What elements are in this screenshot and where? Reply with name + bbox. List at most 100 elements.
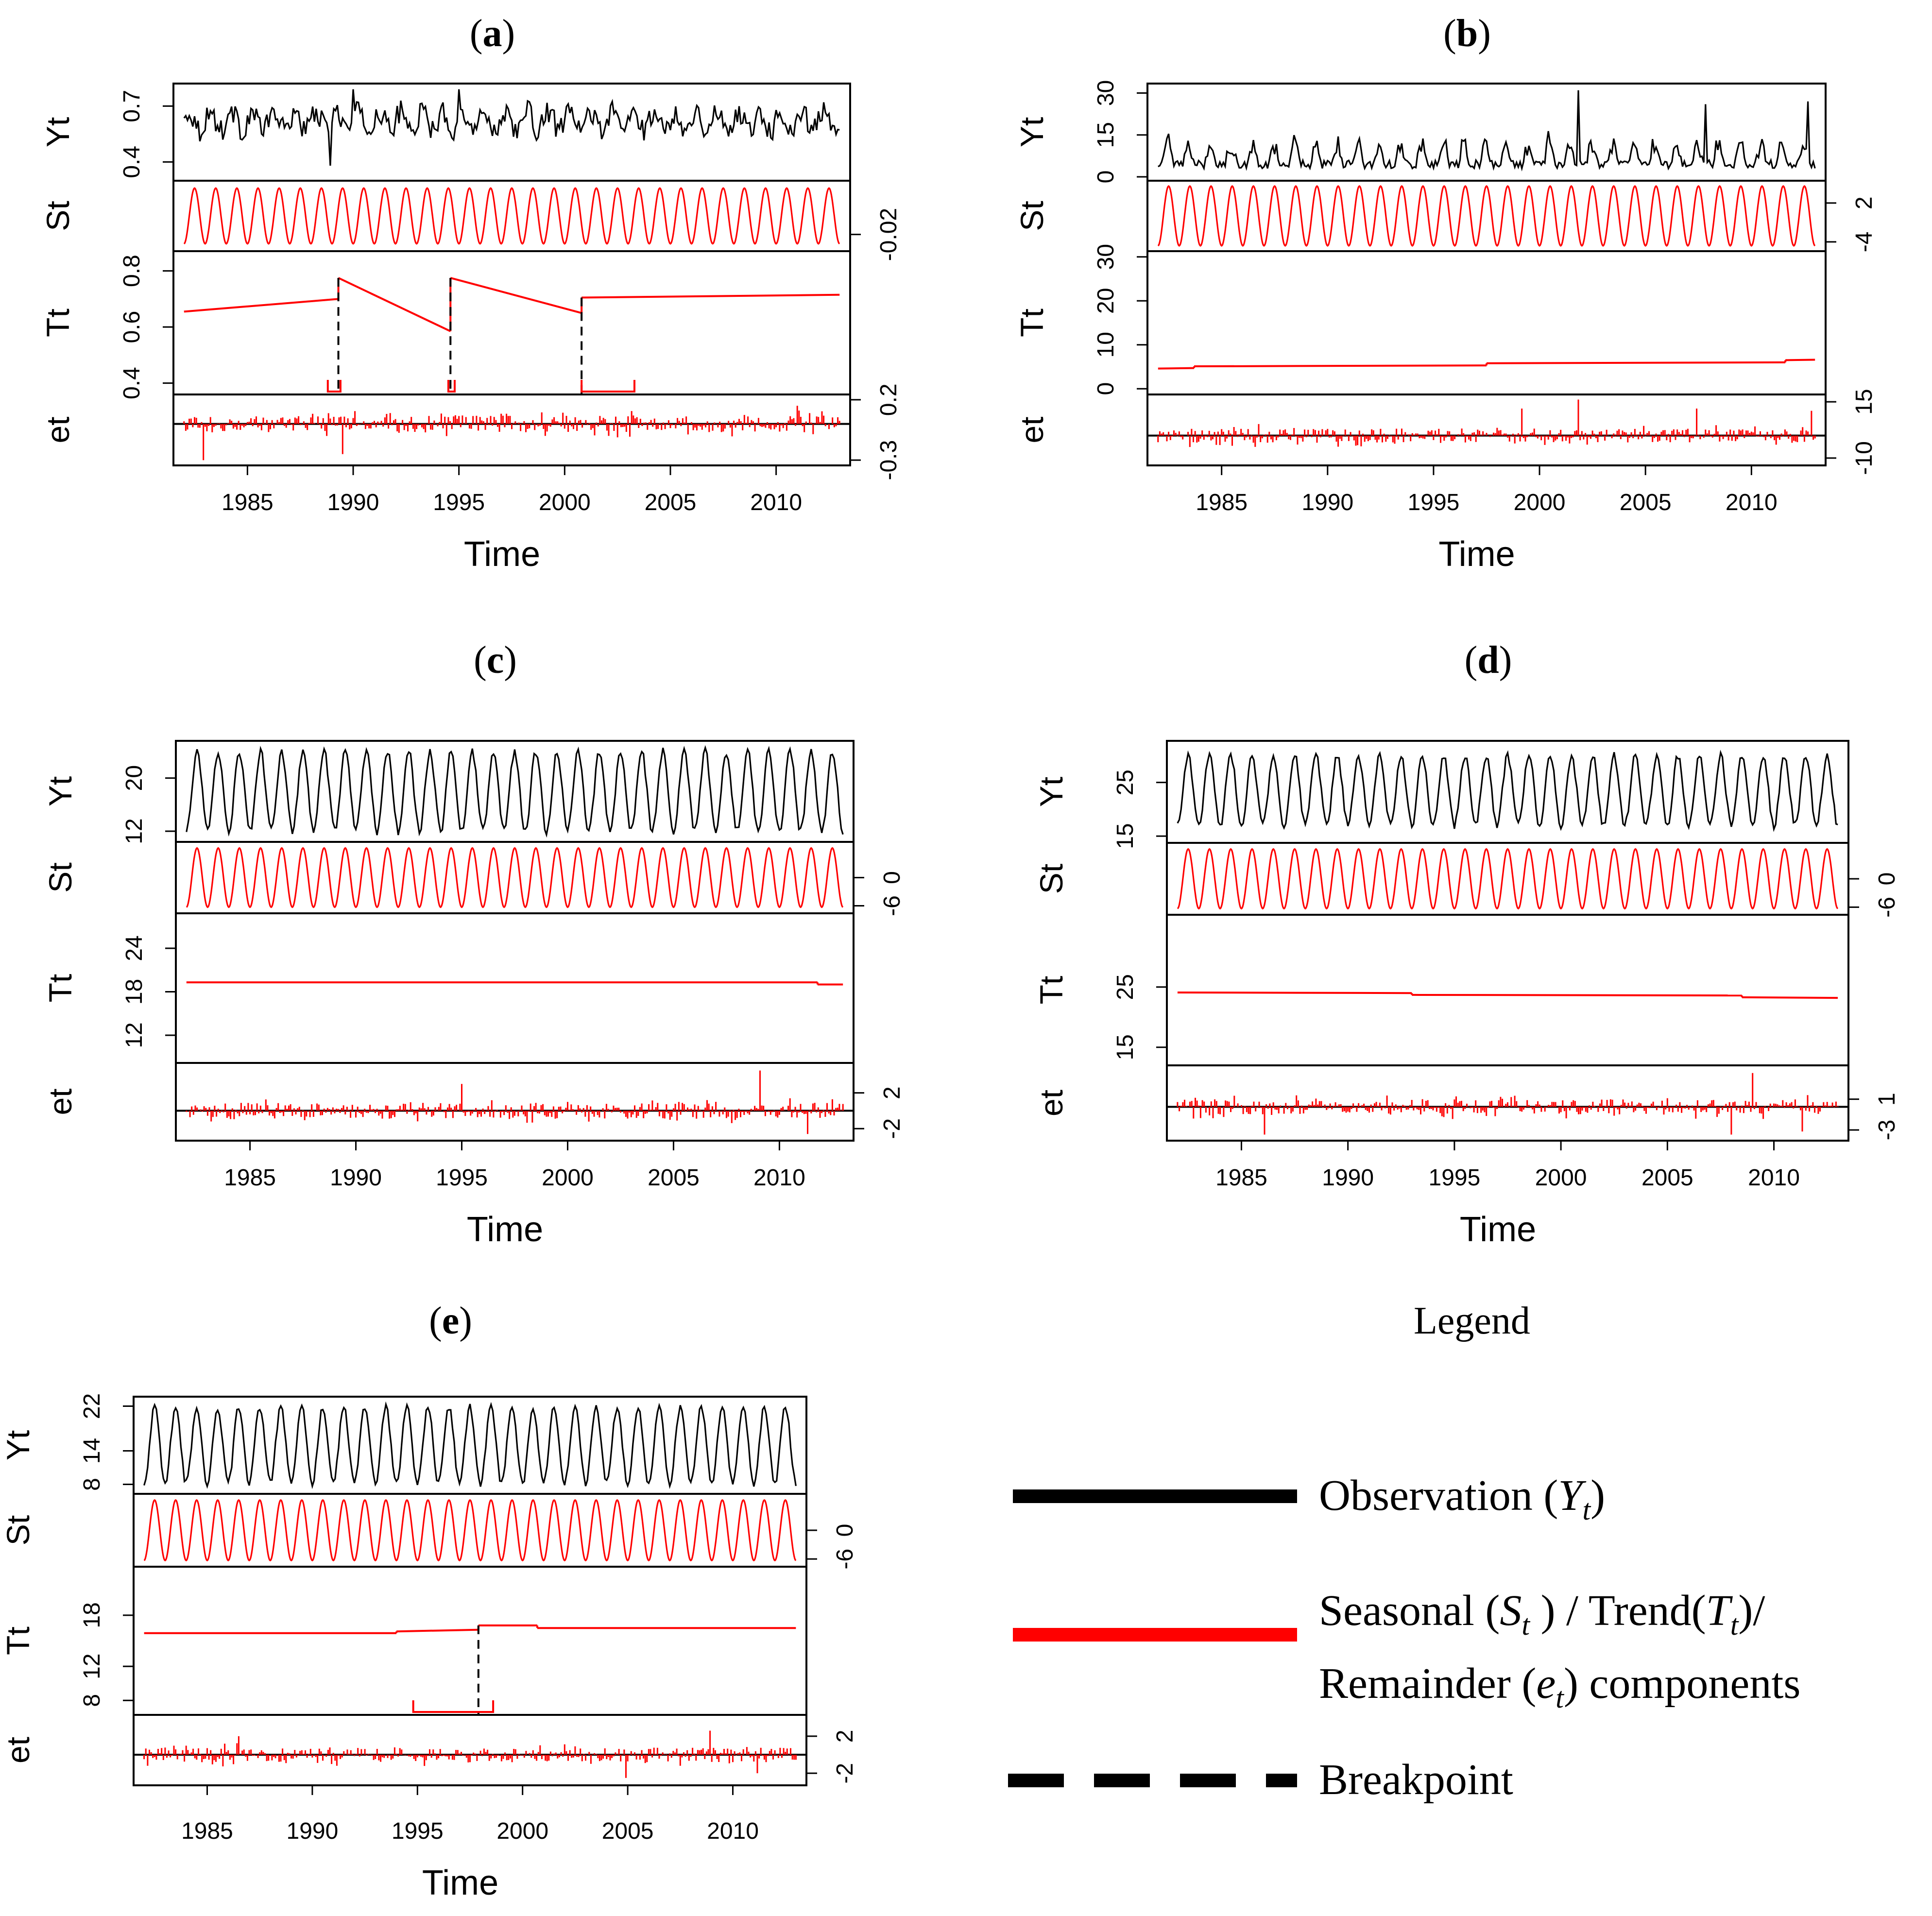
panel-e-et: et 2 -2 — [0, 1714, 858, 1783]
series-line-Yt — [143, 1401, 797, 1489]
series-line-St — [143, 1499, 797, 1562]
y-tick-label: 10 — [1093, 332, 1119, 358]
remainder-bars — [183, 406, 840, 461]
panel-label-Tt: Tt — [0, 1626, 36, 1655]
y-tick-label: 0 — [879, 871, 905, 884]
panel-d-Yt: Yt 15 25 — [1033, 750, 1838, 849]
x-tick-label: 1995 — [1429, 1165, 1481, 1191]
series-line-Yt — [1177, 750, 1838, 832]
y-tick-label: 8 — [79, 1478, 105, 1491]
x-tick-label: 1990 — [287, 1818, 339, 1844]
panel-c-Yt: Yt 12 20 — [42, 745, 844, 844]
chart-d: (d) Yt 15 25 St -6 0 Tt 15 25 et 1 -3 1985 1990 1995 200… — [1033, 639, 1900, 1249]
panel-e-Tt: Tt 8 12 18 — [0, 1566, 806, 1715]
x-tick-label: 2000 — [542, 1165, 594, 1191]
x-tick-label: 2000 — [1514, 490, 1566, 515]
x-tick-label: 1985 — [181, 1818, 233, 1844]
remainder-bars — [1177, 1073, 1839, 1135]
y-tick-label: 0 — [1093, 382, 1119, 395]
remainder-bars — [1157, 399, 1816, 447]
chart-frame-b — [1146, 83, 1827, 466]
x-tick-label: 1985 — [1196, 490, 1248, 515]
legend-title: Legend — [1414, 1300, 1530, 1342]
legend-component-line1: Seasonal (St ) / Trend(Tt)/ — [1319, 1587, 1765, 1641]
legend-observation-label: Observation (Yt) — [1319, 1471, 1605, 1526]
panel-label-et: et — [40, 416, 76, 443]
trend-segment — [1158, 367, 1194, 370]
panel-label-St: St — [0, 1515, 36, 1545]
trend-segment — [581, 293, 840, 299]
x-tick-label: 1995 — [392, 1818, 444, 1844]
y-tick-label: 30 — [1093, 80, 1119, 106]
chart-title-d: (d) — [1465, 639, 1512, 682]
y-tick-label: 0.4 — [119, 146, 145, 178]
trend-segment — [1742, 996, 1838, 999]
y-tick-label: 0 — [1093, 171, 1119, 184]
panel-label-Tt: Tt — [1014, 308, 1050, 337]
series-line-Yt — [183, 89, 840, 166]
y-tick-label: 0.4 — [119, 367, 145, 399]
x-axis-label: Time — [467, 1210, 543, 1249]
panel-label-Tt: Tt — [42, 974, 78, 1003]
panel-c-Tt: Tt 12 18 24 — [42, 912, 854, 1048]
charts-layer: (a) Yt 0.4 0.7 St -0.02 Tt 0.4 0.6 0.8 et 0.2 -0.3 19… — [0, 12, 1900, 1902]
panel-label-Yt: Yt — [0, 1430, 36, 1460]
trend-segment — [1486, 361, 1786, 364]
y-tick-label: -6 — [832, 1549, 858, 1570]
breakpoint-confidence-interval — [447, 380, 456, 393]
panel-label-Yt: Yt — [40, 117, 76, 147]
breakpoint-confidence-interval — [326, 380, 342, 393]
x-tick-label: 2000 — [1535, 1165, 1587, 1191]
x-tick-label: 2005 — [1641, 1165, 1693, 1191]
x-tick-label: 2005 — [645, 490, 697, 515]
x-tick-label: 2010 — [1748, 1165, 1800, 1191]
y-tick-label: 24 — [121, 935, 147, 961]
y-tick-label: 25 — [1112, 974, 1138, 1000]
trend-segment — [1194, 364, 1487, 368]
x-tick-label: 1985 — [1215, 1165, 1267, 1191]
panel-a-Yt: Yt 0.4 0.7 — [40, 89, 840, 178]
trend-segment — [338, 277, 451, 332]
x-axis-label: Time — [422, 1864, 498, 1902]
y-tick-label: -6 — [1874, 897, 1900, 918]
chart-title-e: (e) — [429, 1300, 472, 1342]
y-tick-label: 12 — [79, 1653, 105, 1679]
panel-label-St: St — [1033, 864, 1069, 894]
panel-label-et: et — [0, 1737, 36, 1763]
x-axis-label: Time — [1460, 1210, 1536, 1249]
y-tick-label: 0.6 — [119, 311, 145, 343]
x-tick-label: 1985 — [222, 490, 274, 515]
panel-label-et: et — [42, 1088, 78, 1115]
chart-frame-c — [175, 740, 855, 1142]
panel-b-Tt: Tt 0 10 20 30 — [1014, 244, 1826, 395]
series-line-Yt — [1158, 90, 1816, 171]
trend-segment — [1177, 991, 1412, 994]
y-tick-label: 2 — [879, 1086, 905, 1099]
y-tick-label: -0.3 — [876, 440, 902, 480]
x-tick-label: 2010 — [753, 1165, 805, 1191]
legend-observation-text: Observation ( — [1319, 1471, 1558, 1520]
y-tick-label: 12 — [121, 1022, 147, 1048]
panel-d-et: et 1 -3 — [1033, 1064, 1900, 1140]
y-tick-label: 0.2 — [876, 383, 902, 416]
chart-title-c: (c) — [474, 639, 517, 682]
panel-c-et: et 2 -2 — [42, 1062, 905, 1139]
x-axis-label: Time — [464, 535, 540, 574]
remainder-bars — [143, 1730, 797, 1778]
trend-segment — [1785, 359, 1815, 361]
x-tick-label: 1990 — [330, 1165, 382, 1191]
panel-a-et: et 0.2 -0.3 — [40, 383, 902, 480]
chart-b: (b) Yt 0 15 30 St -4 2 Tt 0 10 20 30 et 15 -10 1985 1990 1… — [1014, 12, 1877, 574]
y-tick-label: 15 — [1112, 1034, 1138, 1060]
x-tick-label: 2000 — [539, 490, 591, 515]
y-tick-label: 0 — [832, 1524, 858, 1537]
series-line-Yt — [186, 745, 844, 838]
panel-c-St: St -6 0 — [42, 841, 905, 916]
x-tick-label: 2010 — [1726, 490, 1778, 515]
y-tick-label: 22 — [79, 1393, 105, 1419]
chart-frame-a — [172, 83, 851, 466]
remainder-bars — [186, 1070, 844, 1134]
series-line-St — [186, 847, 844, 908]
y-tick-label: 20 — [1093, 288, 1119, 314]
panel-label-Yt: Yt — [1014, 117, 1050, 147]
